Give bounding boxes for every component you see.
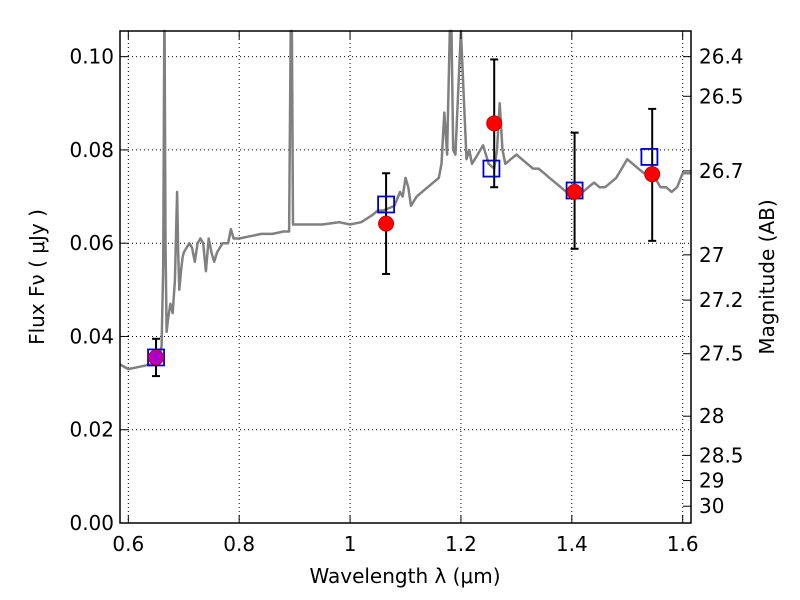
y-tick-label: 0.06 [69,231,114,255]
right-tick-label: 30 [699,494,724,518]
observed-marker [486,115,503,132]
observed-marker [378,215,395,232]
y-axis-title: Flux Fν ( μJy ) [25,209,49,345]
right-tick-label: 28 [699,404,724,428]
axis-ticks: 0.6 0.8 1 1.2 1.4 1.6 0.00 0.02 0.04 0.06 0.08 0.10… [69,31,744,556]
right-axis-title: Magnitude (AB) [755,199,779,354]
model-marker [482,159,501,178]
observed-marker [148,349,165,366]
right-tick-label: 27.2 [699,288,744,312]
model-photometry-markers [147,148,659,367]
observed-marker [644,166,661,183]
error-bars [152,58,657,378]
x-tick-label: 1.2 [445,532,477,556]
right-tick-label: 26.7 [699,159,744,183]
x-tick-label: 0.8 [223,532,255,556]
x-tick-label: 1.4 [556,532,588,556]
model-marker [640,148,659,166]
x-tick-label: 0.6 [112,532,144,556]
right-tick-label: 28.5 [699,443,744,467]
y-tick-label: 0.00 [69,511,114,535]
x-tick-label: 1 [344,532,357,556]
right-tick-label: 27 [699,243,724,267]
y-tick-label: 0.08 [69,138,114,162]
plot-frame [119,30,692,524]
right-tick-label: 29 [699,469,724,493]
y-tick-label: 0.02 [69,418,114,442]
y-tick-label: 0.10 [69,45,114,69]
y-tick-label: 0.04 [69,324,114,348]
grid-lines [120,31,691,524]
observed-marker [566,183,583,200]
observed-photometry-markers [148,115,661,366]
model-spectrum [119,29,691,371]
right-tick-label: 26.4 [699,45,744,69]
x-axis-title: Wavelength λ (μm) [309,564,500,588]
spectrum-line [119,29,691,371]
model-marker [377,195,395,214]
x-tick-label: 1.6 [667,532,699,556]
right-tick-label: 27.5 [699,342,744,366]
right-tick-label: 26.5 [699,84,744,108]
